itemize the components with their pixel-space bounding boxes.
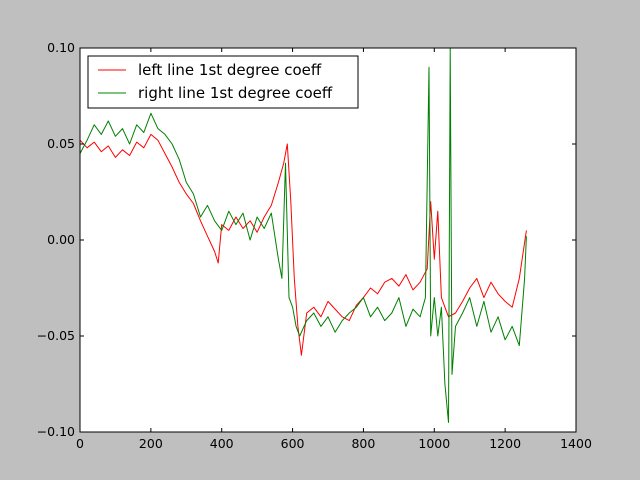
x-tick-label: 1200 (489, 436, 521, 451)
x-tick-label: 600 (281, 436, 305, 451)
x-tick-label: 200 (139, 436, 163, 451)
x-tick-label: 400 (210, 436, 234, 451)
legend-label-right: right line 1st degree coeff (138, 84, 333, 102)
series-layer (80, 48, 527, 423)
x-tick-label: 1400 (560, 436, 592, 451)
series-line-left (80, 133, 527, 356)
y-tick-label: −0.05 (37, 328, 75, 343)
legend-label-left: left line 1st degree coeff (138, 61, 322, 79)
legend: left line 1st degree coeff right line 1s… (87, 55, 359, 109)
y-tick-label: 0.05 (47, 136, 75, 151)
y-tick-label: 0.00 (47, 232, 75, 247)
y-tick-label: 0.10 (47, 40, 75, 55)
plot-area (80, 48, 576, 432)
legend-box (87, 55, 359, 109)
series-line-right (80, 48, 527, 423)
x-tick-label: 0 (76, 436, 84, 451)
axis-ticks: 0 200 400 600 800 1000 1200 1400 −0.10 −0.05 0.00 0… (37, 40, 592, 451)
x-tick-label: 1000 (418, 436, 450, 451)
y-tick-label: −0.10 (37, 424, 75, 439)
x-tick-label: 800 (351, 436, 375, 451)
